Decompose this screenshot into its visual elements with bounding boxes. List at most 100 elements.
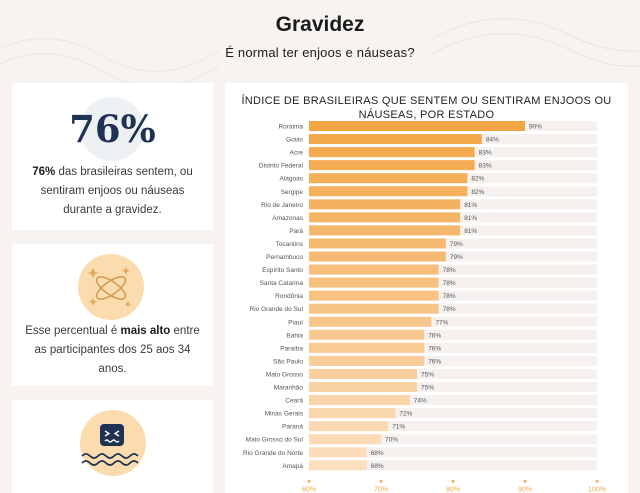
x-tick-label: 80% [446,486,460,493]
chart-title: ÍNDICE DE BRASILEIRAS QUE SENTEM OU SENT… [241,95,612,121]
bar [309,160,475,171]
bar [309,264,439,275]
data-label: 81% [464,215,477,222]
category-label: Espírito Santo [262,267,303,274]
tick-dot [379,479,383,483]
bar [309,290,439,301]
bar [309,368,417,379]
bar [309,134,482,145]
age-insight-text: Esse percentual é mais alto entre as par… [24,322,201,379]
nausea-card [12,400,213,493]
category-label: Sergipe [281,189,304,196]
bar [309,408,396,419]
data-label: 76% [428,358,441,365]
age-insight-bold: mais alto [120,325,171,337]
category-label: Tocantins [276,241,304,248]
age-insight-card: Esse percentual é mais alto entre as par… [12,244,213,386]
category-label: Rio Grande do Sul [250,306,304,313]
bar [309,238,446,249]
bar [309,303,439,314]
category-label: São Paulo [273,358,303,365]
category-label: Rondônia [275,293,303,300]
atom-stars-icon [78,254,144,320]
data-label: 83% [479,150,492,157]
data-label: 78% [443,280,456,287]
category-label: Santa Catarina [260,280,304,287]
x-tick-label: 90% [518,486,532,493]
data-label: 82% [471,176,484,183]
category-label: Distrito Federal [259,163,304,170]
data-label: 78% [443,293,456,300]
data-label: 78% [443,267,456,274]
page-title: Gravidez [275,13,365,36]
bar-track [309,238,597,249]
data-label: 77% [435,319,448,326]
bar [309,199,461,210]
category-label: Acre [290,150,304,157]
bar-track [309,408,597,419]
category-label: Goiás [286,137,304,144]
x-tick-label: 70% [374,486,388,493]
data-label: 81% [464,202,477,209]
category-label: Amapá [282,463,303,470]
data-label: 70% [385,437,398,444]
category-label: Roraima [278,124,303,131]
data-label: 83% [479,163,492,170]
bar-track [309,355,597,366]
bar-track [309,368,597,379]
category-label: Rio Grande do Norte [243,450,303,457]
bar-track [309,460,597,471]
bar-track [309,395,597,406]
bar-track [309,421,597,432]
bar-track [309,316,597,327]
bar [309,342,425,353]
data-label: 90% [529,124,542,131]
data-label: 75% [421,385,434,392]
category-label: Mato Grosso [266,371,304,378]
data-label: 79% [450,241,463,248]
category-label: Piauí [288,319,303,326]
bar-track [309,329,597,340]
data-label: 71% [392,424,405,431]
bar [309,382,417,392]
bar [309,225,461,236]
bar [309,329,425,340]
tick-dot [595,479,599,483]
state-chart-card: ÍNDICE DE BRASILEIRAS QUE SENTEM OU SENT… [225,83,628,493]
bar-track [309,264,597,275]
data-label: 75% [421,371,434,378]
bar [309,355,425,366]
bar [309,434,381,445]
age-insight-text-post: entre as participantes dos 25 aos 34 ano… [34,325,200,375]
bar-track [309,277,597,288]
bar-track [309,303,597,314]
bar [309,277,439,288]
category-label: Mato Grosso do Sul [246,437,304,444]
bar [309,316,432,327]
bar-track [309,434,597,445]
tick-dot [523,479,527,483]
stat-description-text: das brasileiras sentem, ou sentiram enjo… [40,166,193,216]
bar [309,147,475,158]
bar [309,460,367,471]
category-label: Pará [289,228,303,235]
stat-percentage: 76% [69,107,156,151]
page-subtitle: É normal ter enjoos e náuseas? [225,45,415,60]
bar [309,212,461,223]
data-label: 81% [464,228,477,235]
x-tick-label: 60% [302,486,316,493]
tick-dot [307,479,311,483]
category-label: Paraíba [280,345,303,352]
age-insight-text-pre: Esse percentual é [25,325,121,337]
data-label: 68% [371,450,384,457]
data-label: 74% [414,398,427,405]
data-label: 76% [428,345,441,352]
bar [309,121,525,131]
data-label: 78% [443,306,456,313]
stat-description-bold: 76% [32,166,56,178]
data-label: 68% [371,463,384,470]
stat-circle-decoration [80,97,144,161]
bar-track [309,342,597,353]
data-label: 84% [486,137,499,144]
